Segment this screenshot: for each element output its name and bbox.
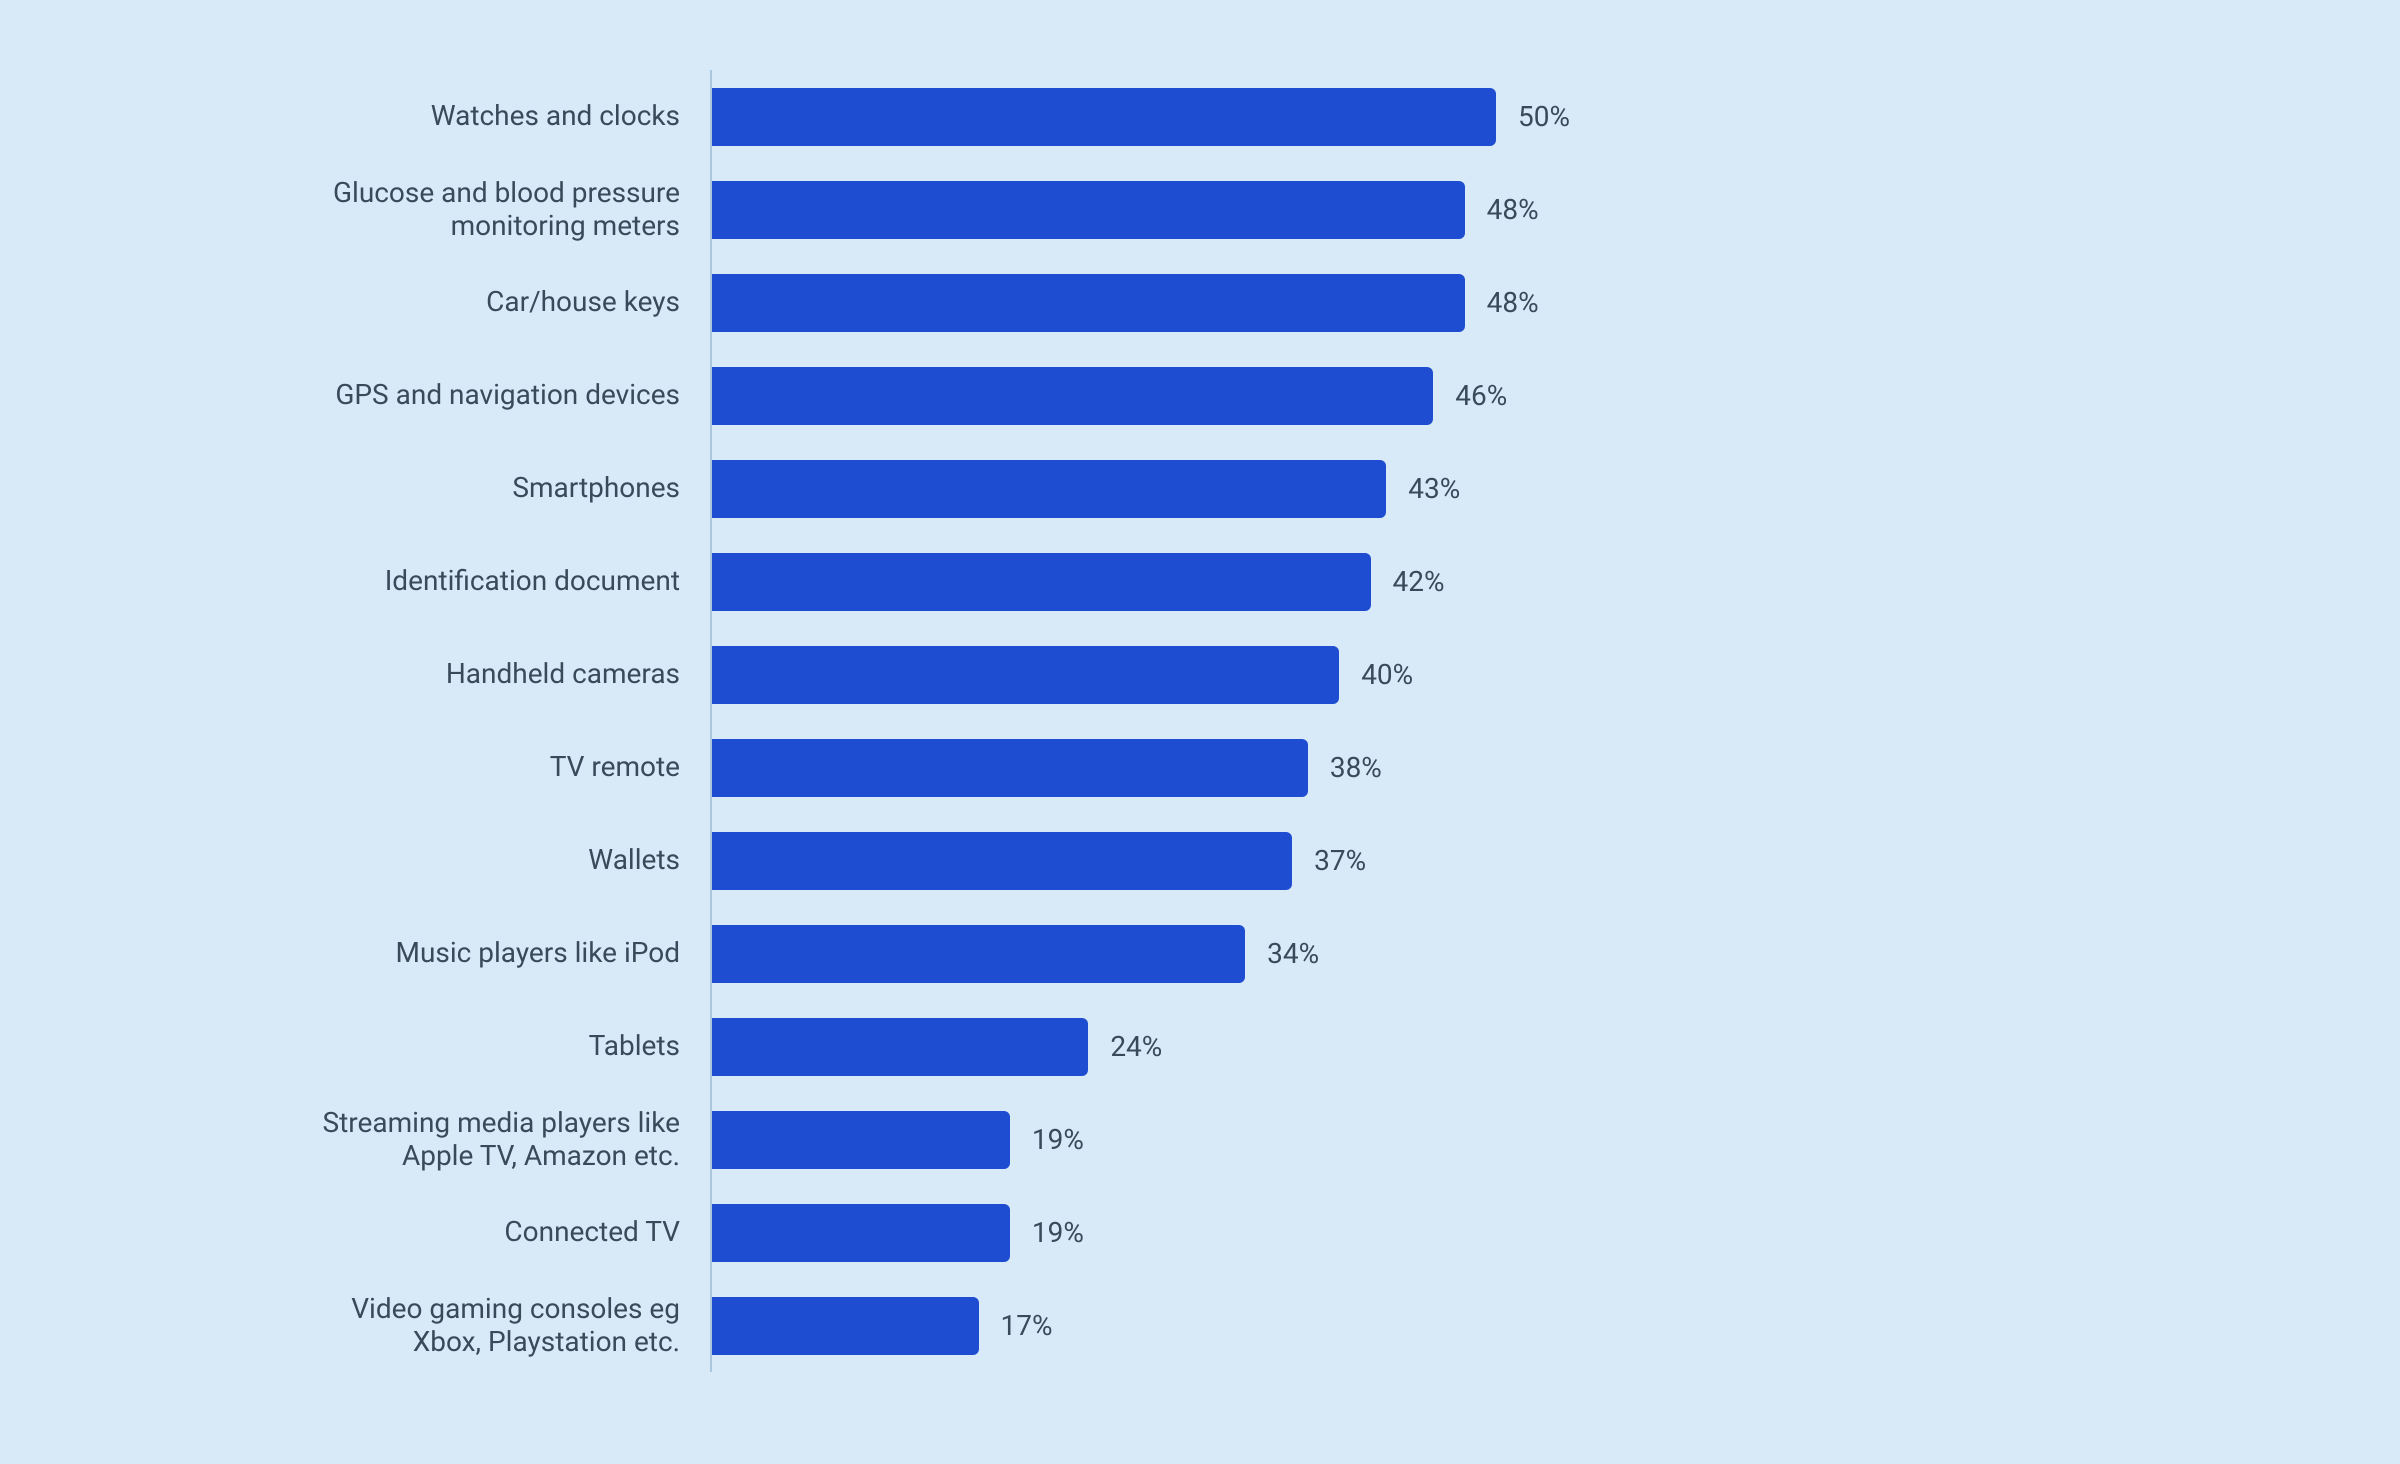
value-label: 24% [1110, 1030, 1162, 1063]
category-label-line: Glucose and blood pressure [333, 177, 680, 209]
value-label: 17% [1001, 1309, 1053, 1342]
category-label-line: Video gaming consoles eg [351, 1293, 680, 1325]
value-label: 43% [1408, 472, 1460, 505]
bar [712, 181, 1465, 239]
bar-cell: 34% [710, 907, 2280, 1000]
category-label-line: Streaming media players like [322, 1107, 680, 1139]
chart-row: Identification document 42% [120, 535, 2280, 628]
chart-row: Streaming media players likeApple TV, Am… [120, 1093, 2280, 1186]
value-label: 38% [1330, 751, 1382, 784]
bar [712, 832, 1292, 890]
chart-row: Wallets 37% [120, 814, 2280, 907]
category-label: Streaming media players likeApple TV, Am… [120, 1107, 710, 1171]
bar [712, 1204, 1010, 1262]
value-label: 19% [1032, 1123, 1084, 1156]
category-label-line: Handheld cameras [446, 658, 680, 690]
category-label: Video gaming consoles egXbox, Playstatio… [120, 1293, 710, 1357]
category-label-line: Xbox, Playstation etc. [413, 1326, 680, 1358]
chart-row: Glucose and blood pressuremonitoring met… [120, 163, 2280, 256]
value-label: 19% [1032, 1216, 1084, 1249]
chart-row: Tablets 24% [120, 1000, 2280, 1093]
bar-cell: 48% [710, 163, 2280, 256]
chart-row: Music players like iPod 34% [120, 907, 2280, 1000]
category-label: TV remote [120, 751, 710, 783]
category-label-line: Smartphones [512, 472, 680, 504]
category-label: Smartphones [120, 472, 710, 504]
category-label-line: Watches and clocks [431, 100, 680, 132]
bar [712, 925, 1245, 983]
bar-cell: 19% [710, 1186, 2280, 1279]
bar [712, 88, 1496, 146]
value-label: 40% [1361, 658, 1413, 691]
bar-cell: 19% [710, 1093, 2280, 1186]
category-label-line: Apple TV, Amazon etc. [402, 1140, 680, 1172]
value-label: 48% [1487, 193, 1539, 226]
value-label: 34% [1267, 937, 1319, 970]
bar [712, 274, 1465, 332]
category-label-line: Identification document [385, 565, 680, 597]
value-label: 42% [1393, 565, 1445, 598]
bar-cell: 40% [710, 628, 2280, 721]
chart-row: Smartphones 43% [120, 442, 2280, 535]
category-label: Car/house keys [120, 286, 710, 318]
category-label: Handheld cameras [120, 658, 710, 690]
plot-area: Watches and clocks 50% Glucose and blood p… [120, 70, 2280, 1374]
bar-cell: 46% [710, 349, 2280, 442]
bar [712, 1018, 1088, 1076]
value-label: 46% [1455, 379, 1507, 412]
bar [712, 460, 1386, 518]
chart-row: TV remote 38% [120, 721, 2280, 814]
category-label: Connected TV [120, 1216, 710, 1248]
chart-row: Car/house keys 48% [120, 256, 2280, 349]
category-label-line: Music players like iPod [396, 937, 680, 969]
bar-cell: 50% [710, 70, 2280, 163]
category-label: GPS and navigation devices [120, 379, 710, 411]
bar-cell: 42% [710, 535, 2280, 628]
bar [712, 367, 1433, 425]
chart-row: GPS and navigation devices 46% [120, 349, 2280, 442]
chart-row: Connected TV 19% [120, 1186, 2280, 1279]
category-label: Music players like iPod [120, 937, 710, 969]
category-label-line: TV remote [550, 751, 680, 783]
chart-row: Handheld cameras 40% [120, 628, 2280, 721]
bar [712, 1297, 979, 1355]
bar [712, 1111, 1010, 1169]
chart-container: Watches and clocks 50% Glucose and blood p… [0, 0, 2400, 1464]
chart-row: Video gaming consoles egXbox, Playstatio… [120, 1279, 2280, 1372]
bar-cell: 24% [710, 1000, 2280, 1093]
chart-row: Watches and clocks 50% [120, 70, 2280, 163]
bar [712, 553, 1371, 611]
bar-cell: 38% [710, 721, 2280, 814]
category-label-line: Wallets [588, 844, 680, 876]
category-label-line: Connected TV [504, 1216, 680, 1248]
category-label: Identification document [120, 565, 710, 597]
bar-cell: 17% [710, 1279, 2280, 1372]
bar-cell: 48% [710, 256, 2280, 349]
category-label-line: Car/house keys [486, 286, 680, 318]
bar [712, 646, 1339, 704]
category-label-line: monitoring meters [451, 210, 680, 242]
value-label: 48% [1487, 286, 1539, 319]
category-label: Tablets [120, 1030, 710, 1062]
category-label: Wallets [120, 844, 710, 876]
value-label: 50% [1518, 100, 1570, 133]
bar-cell: 43% [710, 442, 2280, 535]
category-label: Watches and clocks [120, 100, 710, 132]
category-label-line: GPS and navigation devices [335, 379, 680, 411]
bar-cell: 37% [710, 814, 2280, 907]
category-label: Glucose and blood pressuremonitoring met… [120, 177, 710, 241]
category-label-line: Tablets [589, 1030, 680, 1062]
value-label: 37% [1314, 844, 1366, 877]
bar [712, 739, 1308, 797]
